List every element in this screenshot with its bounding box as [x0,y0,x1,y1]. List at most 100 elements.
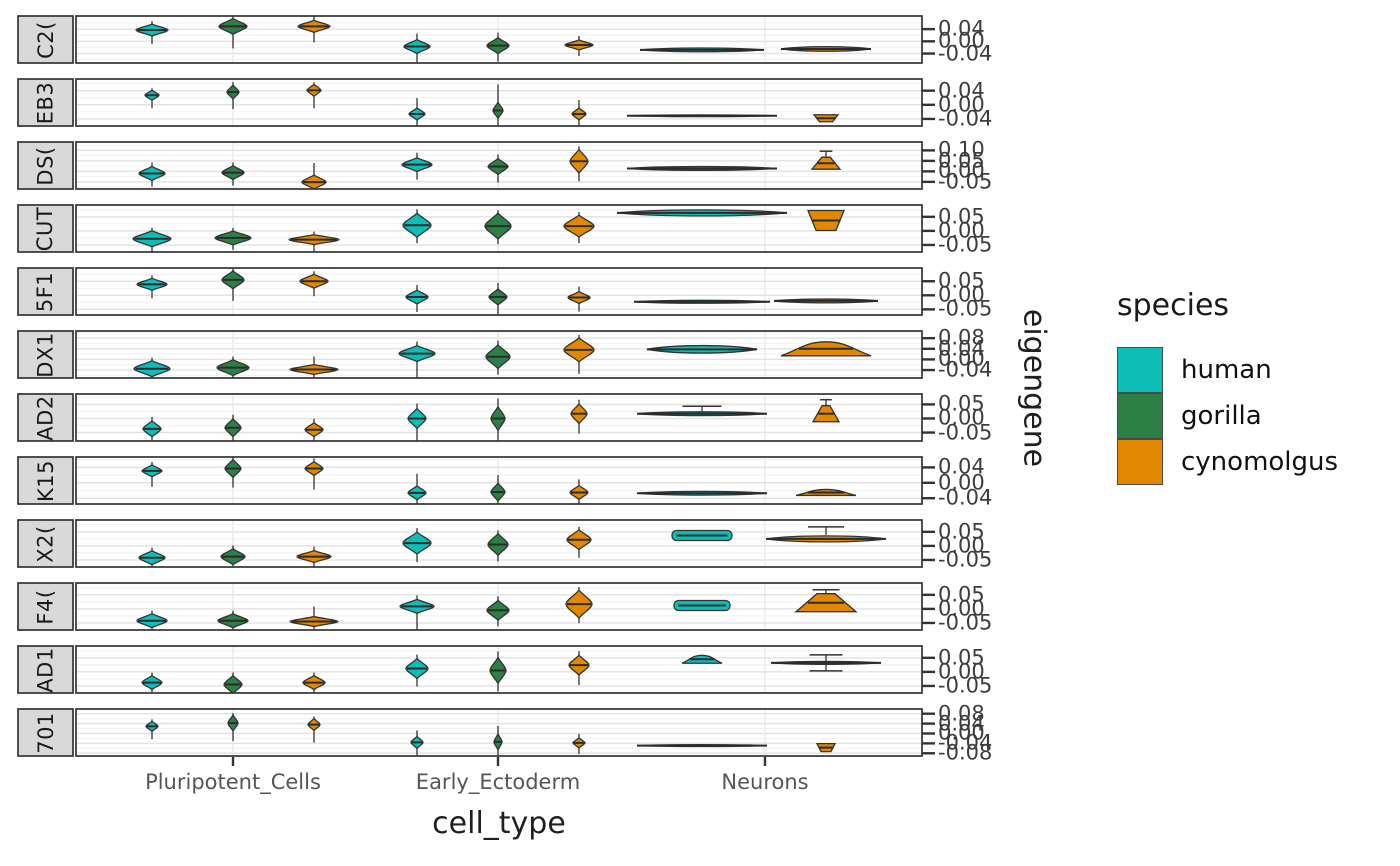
violin-human-pluripotent_cells [141,461,163,487]
facet-strip-label: K15 [18,457,73,504]
facet-strip-text: AD1 [33,646,58,693]
violin-human-early_ectoderm [401,152,433,180]
facet-strip-text: EB3 [33,81,58,124]
facet-strip [17,330,74,379]
violin-human-early_ectoderm [410,730,424,756]
y-tick-label: 0.00 [938,158,985,183]
violin-human-early_ectoderm [402,209,432,244]
violin-human-neurons [673,599,731,612]
facet-strip-text: AD2 [33,394,58,441]
facet-strip-label: CUT [18,205,73,252]
facet-strip [17,267,74,316]
legend-title: species [1117,288,1230,323]
y-tick-label: -0.05 [938,673,993,698]
violin-cynomolgus-pluripotent_cells [296,546,332,567]
facet-panel [75,141,923,190]
violin-cynomolgus-early_ectoderm [566,526,592,558]
violin-human-neurons [636,405,768,417]
y-tick-label: 0.00 [938,596,985,621]
violin-cynomolgus-pluripotent_cells [299,271,329,297]
violin-human-pluripotent_cells [136,610,168,630]
facet-strip [17,456,74,505]
facet-strip [17,708,74,757]
violin-gorilla-pluripotent_cells [221,268,245,301]
violin-human-neurons [681,654,723,664]
facet-strip-label: AD1 [18,646,73,693]
facet-panel [75,15,923,64]
legend-item-label: human [1181,355,1272,385]
violin-cynomolgus-neurons [794,588,858,613]
y-tick-label: 0.00 [938,92,985,117]
legend-item-human: human [1117,347,1338,393]
violin-cynomolgus-early_ectoderm [563,212,595,244]
facet-strip [17,78,74,127]
violin-gorilla-pluripotent_cells [224,457,242,488]
facet-strip [17,141,74,190]
violin-cynomolgus-early_ectoderm [567,286,591,312]
violin-human-early_ectoderm [408,97,426,126]
violin-cynomolgus-early_ectoderm [564,35,594,56]
violin-gorilla-early_ectoderm [490,398,506,441]
violin-human-neurons [671,529,733,542]
violin-cynomolgus-pluripotent_cells [307,716,321,743]
violin-cynomolgus-pluripotent_cells [301,163,327,189]
violin-cynomolgus-neurons [810,150,842,170]
y-axis-title: eigengene [1016,308,1052,468]
violin-gorilla-pluripotent_cells [221,162,245,186]
violin-cynomolgus-pluripotent_cells [304,418,324,441]
facet-strip [17,393,74,442]
y-tick-label: 0.00 [938,720,985,745]
y-tick-label: -0.05 [938,610,993,635]
facet-strip [17,519,74,568]
violin-gorilla-early_ectoderm [485,340,511,375]
violin-gorilla-early_ectoderm [487,154,509,183]
legend: species human gorilla cynomolgus [1117,288,1338,485]
violin-gorilla-early_ectoderm [487,530,509,562]
y-tick-label: 0.08 [938,701,985,726]
facet-panel [75,267,923,316]
facet-strip [17,15,74,64]
violin-gorilla-pluripotent_cells [227,713,239,742]
cynomolgus-color-key [1117,439,1163,485]
violin-human-early_ectoderm [407,403,427,441]
violin-human-pluripotent_cells [132,227,172,252]
violin-human-early_ectoderm [402,528,432,563]
violin-cynomolgus-neurons [770,654,882,672]
facet-panel [75,330,923,379]
violin-human-early_ectoderm [403,33,431,63]
y-tick-label: -0.04 [938,106,993,131]
x-tick-label-early-ectoderm: Early_Ectoderm [415,770,581,794]
y-tick-label: 0.10 [938,137,985,162]
y-tick-label: 0.04 [938,454,985,479]
y-tick-label: 0.05 [938,204,985,229]
facet-strip [17,204,74,253]
facet-strip-label: 5F1 [18,268,73,315]
facet-panel [75,456,923,505]
violin-cynomolgus-pluripotent_cells [289,356,339,378]
facet-panel [75,645,923,694]
violin-gorilla-pluripotent_cells [220,545,246,567]
facet-strip-text: DS( [33,145,58,186]
violin-cynomolgus-neurons [765,526,887,543]
violin-human-early_ectoderm [399,595,435,630]
facet-strip-text: 5F1 [33,271,58,312]
y-tick-label: 0.04 [938,78,985,103]
violin-gorilla-early_ectoderm [493,725,503,756]
violin-cynomolgus-neurons [807,209,845,232]
facet-strip-label: AD2 [18,394,73,441]
violin-gorilla-pluripotent_cells [218,16,248,49]
violin-gorilla-early_ectoderm [486,596,510,627]
y-tick-label: -0.04 [938,730,993,755]
facet-panel [75,204,923,253]
violin-gorilla-pluripotent_cells [217,610,249,630]
violin-gorilla-early_ectoderm [488,282,508,315]
violin-cynomolgus-neurons [811,398,841,423]
y-tick-label: 0.05 [938,582,985,607]
violin-cynomolgus-neurons [795,488,857,497]
y-tick-label: 0.05 [938,519,985,544]
y-tick-label: 0.05 [938,391,985,416]
violin-human-neurons [636,490,768,496]
violin-gorilla-pluripotent_cells [226,82,240,110]
y-tick-label: 0.00 [938,346,985,371]
